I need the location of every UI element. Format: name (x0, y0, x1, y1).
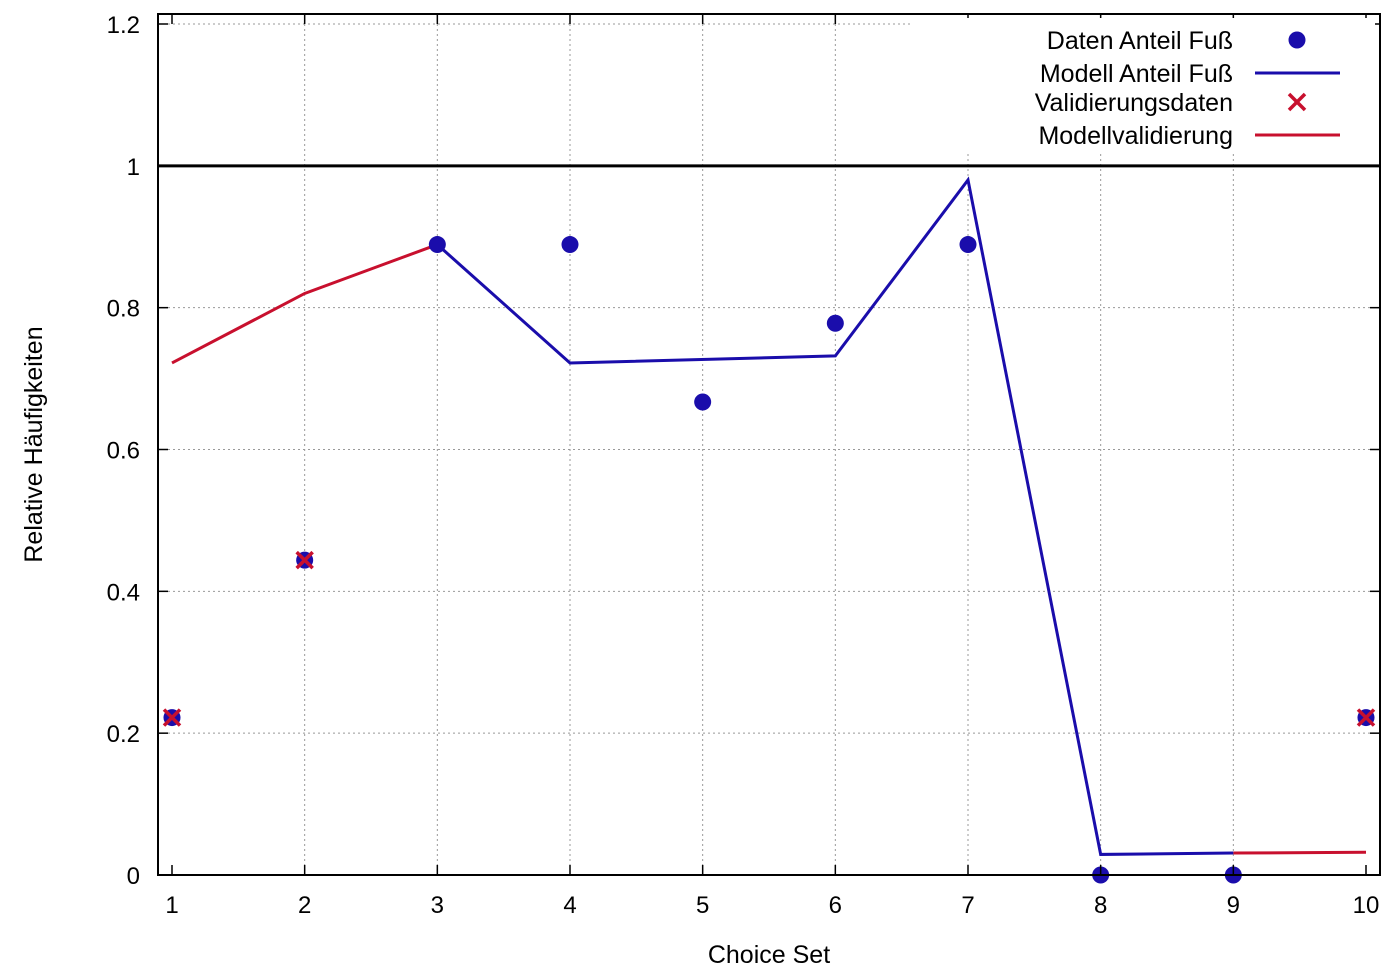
y-tick-label: 0.8 (107, 296, 140, 323)
y-tick-label: 1 (127, 154, 140, 181)
validation-model-line (1233, 850, 1367, 855)
validation-cross-marker (1356, 708, 1376, 727)
x-tick-label: 2 (298, 892, 311, 919)
x-tick-label: 5 (696, 892, 709, 919)
x-tick-label: 7 (961, 892, 974, 919)
data-point (959, 236, 977, 254)
legend: Daten Anteil Fuß Modell Anteil FußValidie… (910, 18, 1375, 153)
legend-label: Modell Anteil Fuß (1040, 60, 1233, 88)
x-axis-title: Choice Set (708, 941, 830, 969)
data-point (694, 393, 712, 411)
legend-label: Modellvalidierung (1038, 122, 1233, 150)
legend-label: Validierungsdaten (1035, 89, 1233, 117)
cross-stroke (1356, 708, 1376, 727)
validation-cross-marker (1287, 92, 1307, 112)
data-point (428, 236, 446, 254)
model-line (436, 176, 1234, 856)
validation-model-line (171, 243, 438, 365)
validation-cross-marker (162, 708, 182, 727)
x-tick-label: 1 (165, 892, 178, 919)
ticks (158, 14, 1380, 876)
cross-stroke (1287, 92, 1307, 112)
y-axis-title: Relative Häufigkeiten (20, 326, 48, 562)
cross-stroke (295, 550, 314, 570)
y-tick-label: 0.4 (107, 579, 140, 606)
data-point (826, 314, 844, 332)
legend-circle-swatch (1288, 31, 1306, 49)
legend-label: Daten Anteil Fuß (1047, 27, 1233, 55)
x-tick-label: 3 (431, 892, 444, 919)
cross-stroke (162, 708, 182, 727)
y-tick-label: 1.2 (107, 12, 140, 39)
x-tick-label: 9 (1227, 892, 1240, 919)
x-tick-label: 4 (563, 892, 576, 919)
data-point (561, 236, 579, 254)
plot-frame (157, 13, 1381, 876)
tick-labels: 1 2 3 4 5 6 7 8 9 10 0 0.2 0.4 0.6 0.8 1 1.2 (107, 12, 1380, 919)
validation-cross-marker (295, 550, 314, 570)
x-tick-label: 8 (1094, 892, 1107, 919)
y-tick-label: 0.6 (107, 438, 140, 465)
series-group (162, 176, 1376, 884)
y-tick-label: 0.2 (107, 721, 140, 748)
x-tick-label: 6 (829, 892, 842, 919)
x-tick-label: 10 (1353, 892, 1380, 919)
y-tick-label: 0 (127, 863, 140, 890)
grid (158, 14, 1380, 875)
